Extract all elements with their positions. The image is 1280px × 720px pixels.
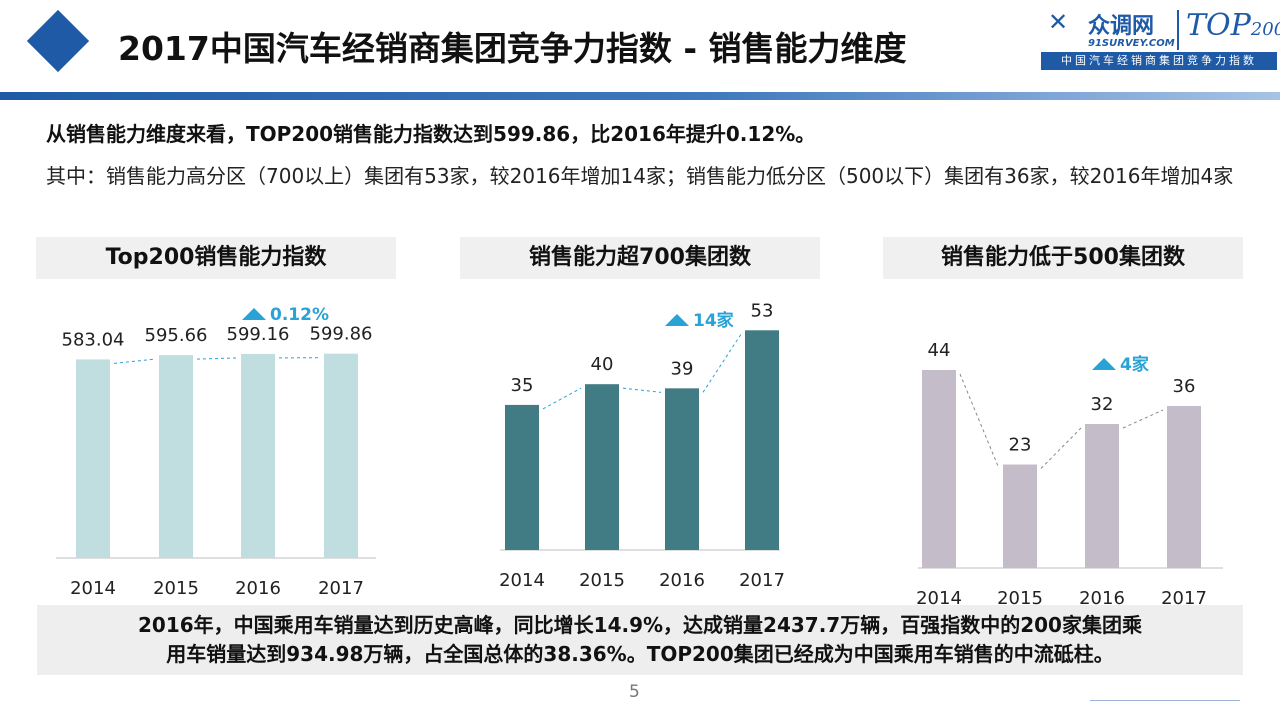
chart-1-connector (196, 357, 238, 360)
chart-2-category-label: 2014 (499, 570, 545, 591)
chart-3-connector (959, 373, 1000, 469)
chart-2-up-triangle-icon (665, 314, 689, 326)
chart-2-value-label: 53 (751, 300, 774, 321)
logo-separator (1177, 10, 1179, 50)
chart-1-up-triangle-icon (242, 308, 266, 320)
chart-1-bar-2014 (76, 359, 110, 558)
chart-1-bar-2016 (241, 353, 275, 558)
chart-2-bar-2014 (505, 404, 539, 550)
detail-text: 其中：销售能力高分区（700以上）集团有53家，较2016年增加14家；销售能力… (46, 164, 1234, 188)
chart-1-bar-2015 (159, 355, 193, 558)
chart-1-bar-2017 (324, 353, 358, 558)
logo: ✕ 众调网 91SURVEY.COM TOP200 中国汽车经销商集团竞争力指数 (1040, 6, 1280, 72)
chart-3-connector (1040, 427, 1082, 469)
chart-2-value-label: 40 (591, 354, 614, 375)
page-title: 2017中国汽车经销商集团竞争力指数 - 销售能力维度 (118, 29, 907, 68)
chart-1-connector (113, 358, 156, 364)
logo-site: 91SURVEY.COM (1088, 38, 1175, 49)
panel-title-over-700: 销售能力超700集团数 (460, 237, 820, 279)
summary-box: 2016年，中国乘用车销量达到历史高峰，同比增长14.9%，达成销量2437.7… (37, 605, 1243, 675)
chart-1-annotation: 0.12% (270, 305, 329, 325)
panel-title-under-500: 销售能力低于500集团数 (883, 237, 1243, 279)
chart-3-up-triangle-icon (1092, 358, 1116, 370)
logo-subtitle: 中国汽车经销商集团竞争力指数 (1041, 52, 1277, 70)
chart-3-value-label: 23 (1009, 435, 1032, 456)
chart-2-category-label: 2017 (739, 570, 785, 591)
chart-3-value-label: 44 (928, 340, 951, 361)
chart-1-value-label: 595.66 (145, 325, 208, 346)
chart-3-connector (1122, 409, 1164, 429)
chart-1-value-label: 599.86 (310, 324, 373, 345)
chart-2-connector (622, 387, 662, 393)
chart-3-annotation: 4家 (1120, 354, 1149, 375)
chart-2-annotation: 14家 (693, 310, 734, 331)
chart-2-bar-2016 (665, 388, 699, 550)
chart-2-value-label: 35 (511, 375, 534, 396)
chart-1-category-label: 2017 (318, 578, 364, 599)
chart-1-category-label: 2015 (153, 578, 199, 599)
logo-top-text: TOP (1186, 8, 1251, 43)
panel-title-index: Top200销售能力指数 (36, 237, 396, 279)
chart-3-category-label: 2014 (916, 588, 962, 609)
chart-3-category-label: 2017 (1161, 588, 1207, 609)
charts-svg: 583.04 2014 595.66 2015 599.16 2016 599.86 2017… (56, 300, 1223, 609)
chart-1-value-label: 599.16 (227, 324, 290, 345)
chart-3-bar-2015 (1003, 464, 1037, 568)
footer-line (1090, 700, 1240, 701)
title-diamond-icon (26, 9, 90, 73)
summary-line-2: 用车销量达到934.98万辆，占全国总体的38.36%。TOP200集团已经成为… (166, 642, 1114, 666)
chart-2-category-label: 2015 (579, 570, 625, 591)
chart-3-bar-2016 (1085, 424, 1119, 568)
chart-3-value-label: 36 (1173, 376, 1196, 397)
header-rule (0, 92, 1280, 100)
logo-mark-icon: ✕ (1048, 8, 1069, 36)
lead-text: 从销售能力维度来看，TOP200销售能力指数达到599.86，比2016年提升0… (46, 122, 816, 146)
chart-1-category-label: 2014 (70, 578, 116, 599)
chart-2-bar-2017 (745, 330, 779, 550)
chart-2-connector (542, 387, 582, 410)
logo-top: TOP200 (1186, 8, 1280, 43)
logo-top-num: 200 (1250, 19, 1280, 40)
chart-3-bar-2017 (1167, 406, 1201, 568)
logo-brand: 众调网 (1088, 14, 1155, 39)
page-number: 5 (629, 682, 640, 702)
chart-3-category-label: 2016 (1079, 588, 1125, 609)
chart-2-value-label: 39 (671, 358, 694, 379)
chart-3-value-label: 32 (1091, 394, 1114, 415)
chart-1-value-label: 583.04 (62, 329, 125, 350)
summary-line-1: 2016年，中国乘用车销量达到历史高峰，同比增长14.9%，达成销量2437.7… (138, 613, 1142, 637)
chart-1-category-label: 2016 (235, 578, 281, 599)
chart-2-category-label: 2016 (659, 570, 705, 591)
chart-3-category-label: 2015 (997, 588, 1043, 609)
chart-3-bar-2014 (922, 370, 956, 568)
chart-2-bar-2015 (585, 384, 619, 550)
chart-2-connector (702, 334, 742, 393)
